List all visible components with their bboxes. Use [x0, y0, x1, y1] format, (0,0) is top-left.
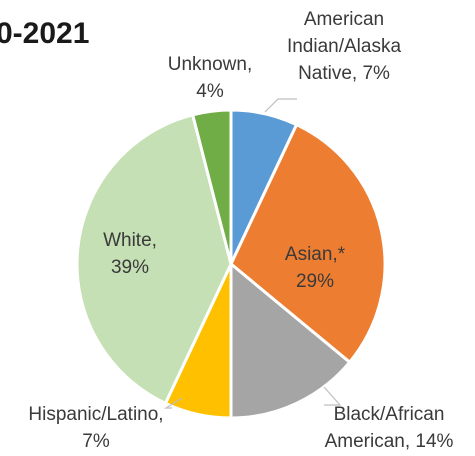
pie-slice-unknown — [191, 108, 233, 266]
chart-title: 0-2021 — [0, 17, 89, 50]
data-label-american-indian-alaska-native: American Indian/Alaska Native, 7% — [287, 9, 402, 84]
data-label-unknown: Unknown, 4% — [168, 54, 253, 102]
pie-slice-white — [75, 113, 233, 405]
pie-slice-black-african-american — [229, 262, 352, 420]
pie-slices — [75, 108, 387, 420]
leader-lines — [163, 98, 342, 409]
data-label-hispanic-latino: Hispanic/Latino, 7% — [28, 404, 163, 452]
data-label-white: White, 39% — [103, 230, 157, 278]
pie-slice-asian — [229, 123, 387, 364]
leader-line-american-indian-alaska-native — [264, 98, 297, 113]
leader-line-hispanic-latino — [163, 397, 183, 409]
leader-line-black-african-american — [323, 386, 342, 406]
data-label-asian: Asian,* 29% — [285, 244, 346, 292]
slice-labels: American Indian/Alaska Native, 7% Asian,* 29… — [28, 9, 453, 452]
data-label-black-african-american: Black/African American, 14% — [325, 404, 454, 452]
